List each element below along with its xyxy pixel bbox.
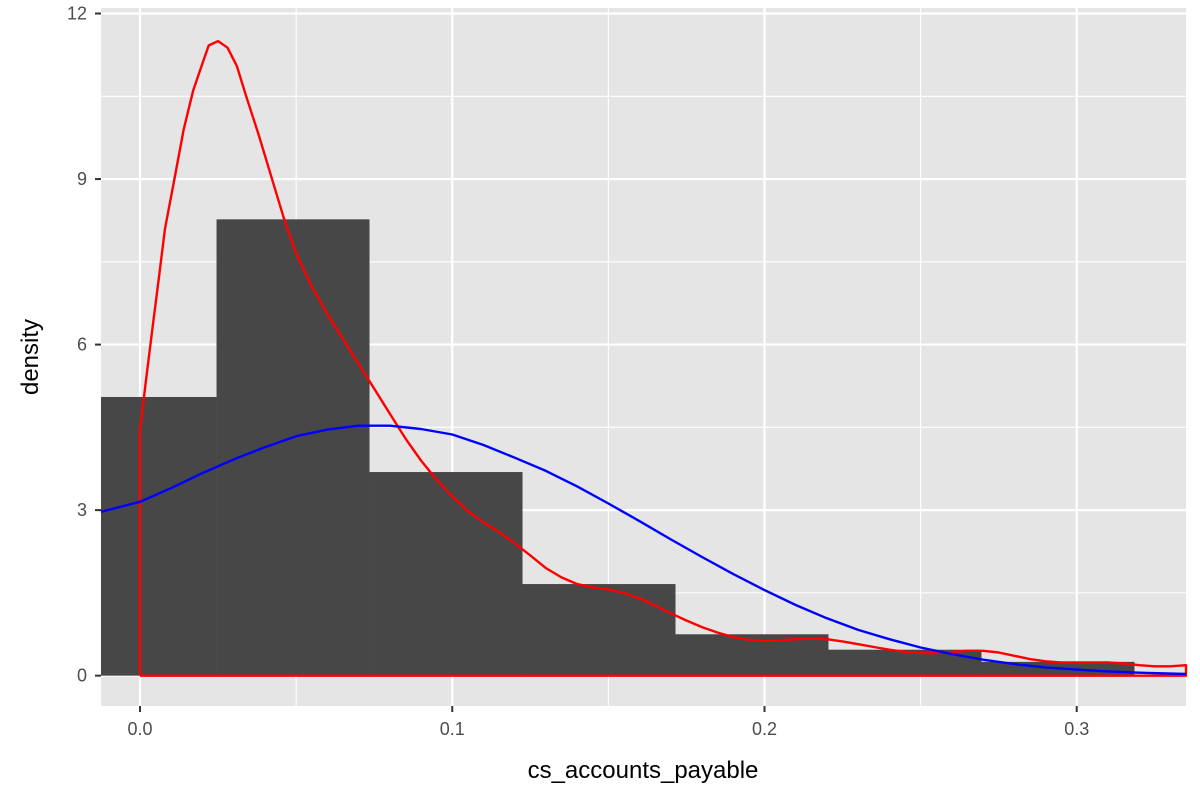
normal-density-curve — [100, 424, 1187, 676]
histogram-bars — [101, 219, 1135, 676]
y-tick-label: 12 — [67, 4, 87, 24]
y-tick-label: 9 — [77, 169, 87, 189]
x-tick-label: 0.3 — [1064, 719, 1089, 739]
histogram-bar — [828, 649, 982, 676]
y-tick-label: 3 — [77, 500, 87, 520]
histogram-bar — [522, 584, 676, 676]
density-curves — [100, 39, 1188, 677]
y-axis: 0 3 6 9 12 — [67, 4, 101, 686]
histogram-bar — [101, 397, 217, 676]
x-tick-label: 0.1 — [440, 719, 465, 739]
y-tick-label: 0 — [77, 666, 87, 686]
x-tick-label: 0.0 — [128, 719, 153, 739]
histogram-bar — [369, 472, 523, 676]
x-tick-label: 0.2 — [752, 719, 777, 739]
x-axis: 0.0 0.1 0.2 0.3 — [128, 706, 1089, 739]
y-tick-label: 6 — [77, 335, 87, 355]
y-axis-title: density — [17, 319, 44, 395]
x-axis-title: cs_accounts_payable — [528, 757, 759, 784]
kernel-density-curve — [138, 39, 1188, 677]
histogram-bar — [216, 219, 370, 676]
